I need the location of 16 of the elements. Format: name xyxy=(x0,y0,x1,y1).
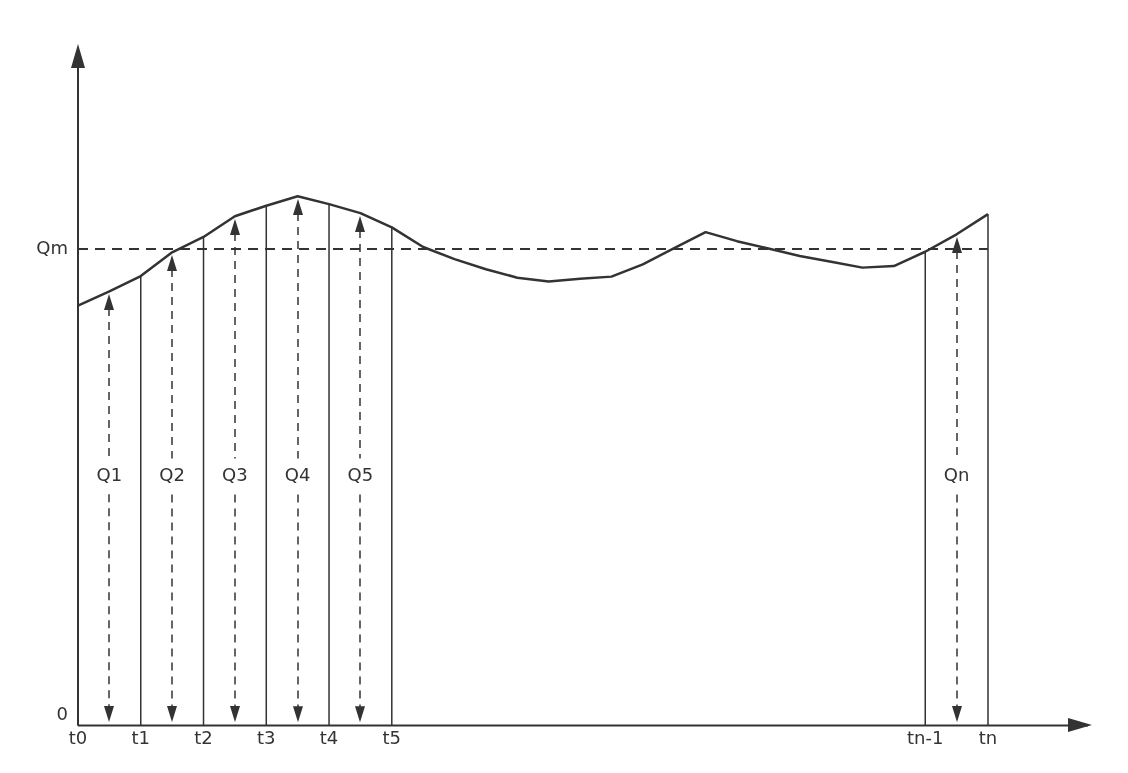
ref-line-label: Qm xyxy=(36,236,68,258)
x-tick-label: t5 xyxy=(382,726,402,748)
x-tick-label: tn-1 xyxy=(907,726,944,748)
x-tick-label: t4 xyxy=(319,726,339,748)
x-tick-label: t1 xyxy=(131,726,151,748)
annotation: Qn xyxy=(943,464,970,486)
x-tick-label: t2 xyxy=(194,726,213,748)
annotation: Q2 xyxy=(159,464,185,486)
annotation: Q4 xyxy=(284,464,311,486)
annotation: Q1 xyxy=(96,464,123,486)
annotation: Q3 xyxy=(222,464,248,486)
x-tick-label: t3 xyxy=(257,726,276,748)
text: 0 xyxy=(56,703,68,725)
x-tick-label: t0 xyxy=(68,726,88,748)
annotation: Q5 xyxy=(347,464,374,486)
x-tick-label: tn xyxy=(978,726,998,748)
